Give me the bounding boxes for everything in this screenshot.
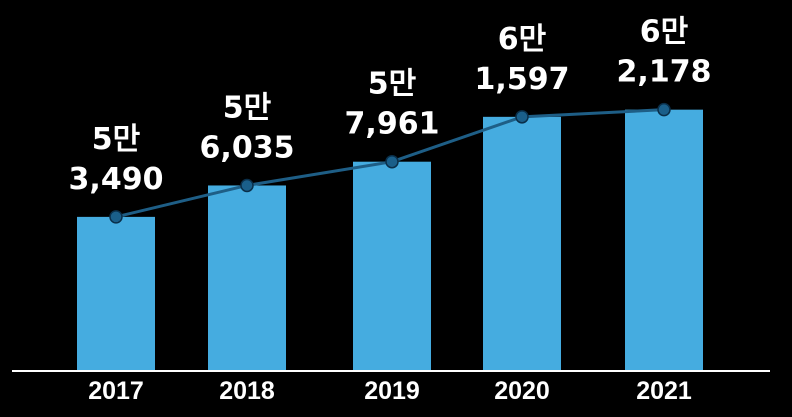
markers-group [109, 102, 671, 224]
x-tick-label: 2017 [88, 377, 144, 405]
x-tick-label: 2018 [219, 377, 275, 405]
data-label-number: 3,490 [69, 162, 164, 197]
bar-2020 [483, 116, 561, 371]
data-label-man: 6만 [640, 15, 689, 50]
data-label-man: 5만 [92, 122, 141, 157]
x-tick-labels: 2017 2018 2019 2020 2021 [88, 377, 692, 405]
x-tick-label: 2021 [636, 377, 692, 405]
bars-group [77, 109, 703, 371]
line-marker-2021 [657, 102, 671, 117]
line-marker-2020 [515, 110, 529, 124]
data-label-number: 7,961 [345, 107, 440, 142]
data-label-number: 1,597 [475, 62, 570, 97]
data-label-number: 2,178 [617, 55, 712, 90]
x-tick-label: 2019 [364, 377, 420, 405]
data-labels: 5만 3,490 5만 6,035 5만 7,961 6만 1,597 6만 2,178 [69, 15, 712, 197]
bar-2017 [77, 216, 155, 371]
bar-2021 [625, 109, 703, 371]
line-marker-2019 [385, 154, 399, 169]
x-tick-label: 2020 [494, 377, 550, 405]
data-label-man: 5만 [223, 90, 272, 125]
data-label-man: 5만 [368, 67, 417, 102]
line-marker-2018 [240, 178, 254, 193]
line-marker-2017 [109, 210, 123, 224]
bar-2019 [353, 161, 431, 371]
bar-2018 [208, 185, 286, 371]
data-label-number: 6,035 [200, 130, 295, 165]
data-label-man: 6만 [498, 22, 547, 57]
